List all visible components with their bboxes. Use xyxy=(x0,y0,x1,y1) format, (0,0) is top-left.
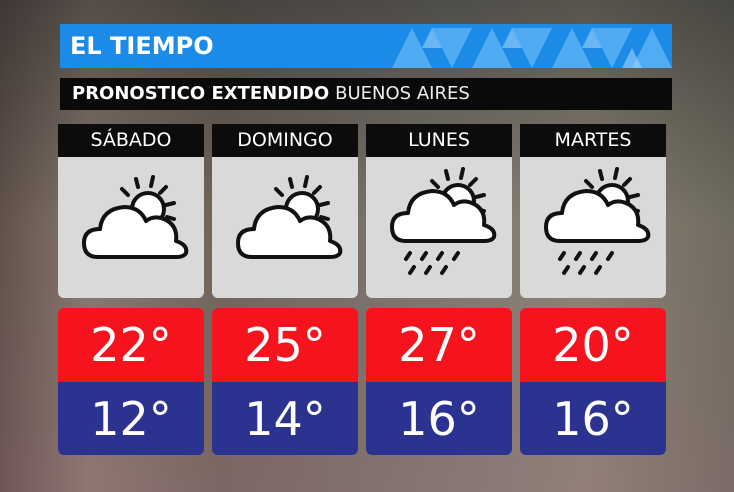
weather-icon xyxy=(520,157,666,298)
subtitle: PRONOSTICO EXTENDIDO xyxy=(72,83,330,104)
high-temp: 27° xyxy=(366,308,512,382)
high-temp: 22° xyxy=(58,308,204,382)
day-column: DOMINGO 25° 14° xyxy=(212,124,358,455)
day-name: SÁBADO xyxy=(58,124,204,157)
title-bar: EL TIEMPO xyxy=(60,24,672,68)
day-column: LUNES 27° 16° xyxy=(366,124,512,455)
low-temp: 14° xyxy=(212,382,358,455)
day-name: DOMINGO xyxy=(212,124,358,157)
low-temp: 16° xyxy=(366,382,512,455)
title: EL TIEMPO xyxy=(70,32,214,60)
day-name: MARTES xyxy=(520,124,666,157)
pattern xyxy=(392,28,672,68)
subtitle-bar: PRONOSTICO EXTENDIDO BUENOS AIRES xyxy=(60,78,672,110)
day-name: LUNES xyxy=(366,124,512,157)
high-temp: 25° xyxy=(212,308,358,382)
day-column: MARTES 20° 16° xyxy=(520,124,666,455)
low-temp: 12° xyxy=(58,382,204,455)
day-column: SÁBADO 22° 12° xyxy=(58,124,204,455)
weather-icon xyxy=(366,157,512,298)
high-temp: 20° xyxy=(520,308,666,382)
weather-icon xyxy=(58,157,204,298)
low-temp: 16° xyxy=(520,382,666,455)
location: BUENOS AIRES xyxy=(335,83,470,104)
weather-icon xyxy=(212,157,358,298)
